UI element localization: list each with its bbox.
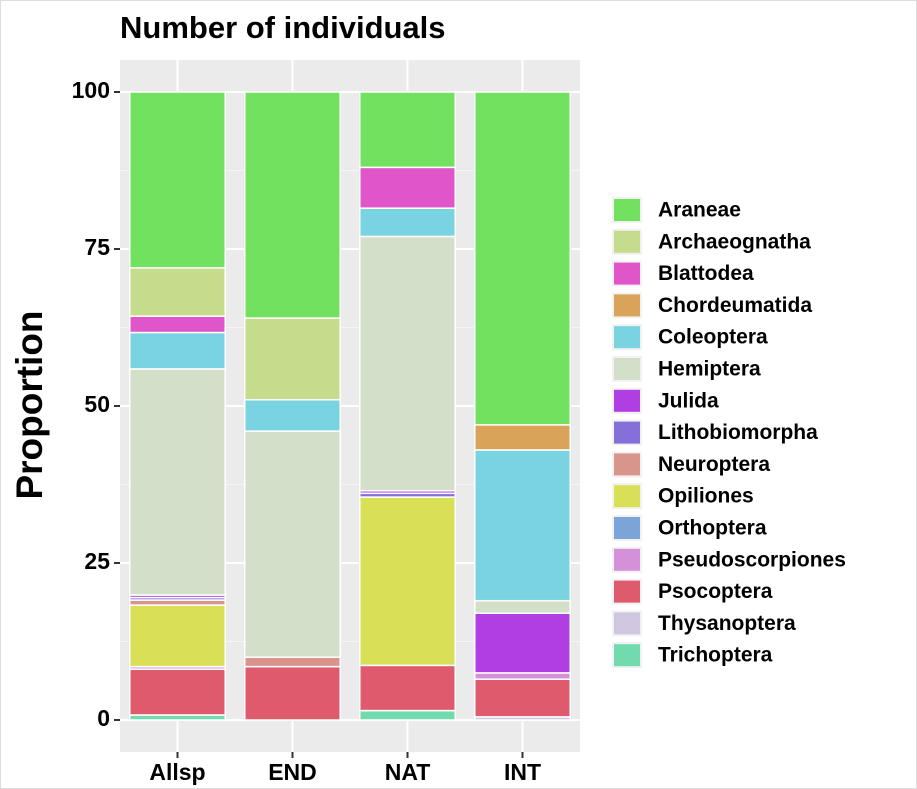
legend-label: Neuroptera [658, 453, 770, 476]
bar-segment [474, 672, 571, 680]
bar-segment [359, 91, 456, 169]
y-tick-label: 25 [84, 548, 110, 574]
legend-swatch [614, 294, 640, 317]
x-tick-label: NAT [385, 759, 431, 785]
legend-label: Blattodea [658, 262, 754, 285]
legend-swatch [614, 230, 640, 253]
legend-swatch [614, 580, 640, 603]
legend-swatch [614, 326, 640, 349]
legend-swatch [614, 358, 640, 380]
y-tick-label: 100 [72, 77, 110, 103]
legend-swatch [614, 421, 640, 444]
legend-label: Archaeognatha [658, 230, 811, 253]
chart-title: Number of individuals [120, 10, 446, 45]
legend-swatch [614, 485, 640, 508]
legend-swatch [614, 453, 640, 476]
bar-segment [359, 166, 456, 209]
bar-segment [129, 368, 226, 596]
legend-label: Orthoptera [658, 517, 767, 540]
bar-segment [474, 449, 571, 602]
legend-swatch [614, 612, 640, 635]
bar-segment [129, 331, 226, 370]
y-tick-label: 0 [97, 705, 110, 731]
bar-segment [474, 424, 571, 451]
legend-label: Pseudoscorpiones [658, 548, 846, 571]
bar-segment [474, 599, 571, 614]
bar-segment [244, 656, 341, 668]
bar-segment [244, 665, 341, 721]
legend-label: Chordeumatida [658, 294, 812, 317]
bar-segment [129, 714, 226, 721]
bar-segment [244, 317, 341, 401]
x-tick-label: INT [504, 759, 541, 785]
bar-segment [129, 599, 226, 606]
legend-label: Hemiptera [658, 358, 761, 381]
bar-segment [129, 604, 226, 668]
legend-label: Julida [658, 389, 719, 412]
legend-swatch [614, 262, 640, 285]
bar-segment [359, 664, 456, 712]
legend-swatch [614, 644, 640, 667]
legend-swatch [614, 389, 640, 412]
legend-label: Coleoptera [658, 326, 768, 349]
bar-segment [474, 678, 571, 718]
bar-segment [359, 207, 456, 238]
legend-swatch [614, 199, 640, 221]
legend-label: Opiliones [658, 485, 754, 508]
y-tick-label: 50 [84, 391, 110, 417]
y-tick-label: 75 [84, 234, 110, 260]
bar-segment [129, 668, 226, 716]
bar-segment [474, 91, 571, 426]
x-tick-label: END [268, 759, 317, 785]
bar-segment [244, 91, 341, 319]
legend-label: Trichoptera [658, 644, 773, 667]
bar-segment [129, 91, 226, 269]
legend-swatch [614, 548, 640, 571]
x-tick-label: Allsp [149, 759, 205, 785]
legend-label: Psocoptera [658, 580, 773, 603]
bar-segment [359, 235, 456, 492]
y-axis-label: Proportion [9, 310, 50, 499]
legend-label: Lithobiomorpha [658, 421, 818, 444]
bar-segment [244, 430, 341, 658]
bar-segment [359, 496, 456, 667]
legend-swatch [614, 517, 640, 539]
legend-label: Thysanoptera [658, 612, 796, 635]
bar-segment [129, 267, 226, 317]
bar-segment [474, 612, 571, 674]
bar-segment [129, 315, 226, 334]
bar-segment [359, 709, 456, 721]
legend-label: Araneae [658, 199, 741, 222]
bar-segment [244, 398, 341, 432]
